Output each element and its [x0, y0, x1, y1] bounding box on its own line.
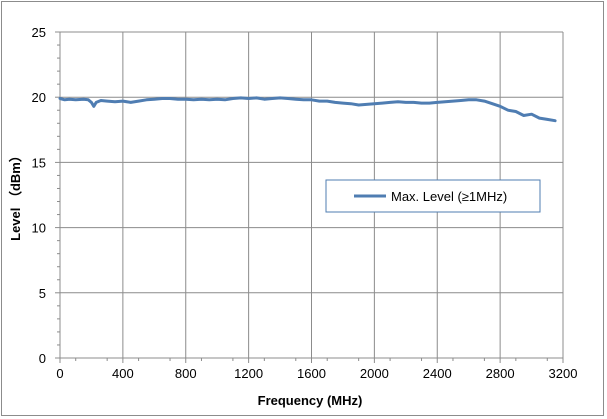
y-tick-label: 15	[32, 155, 46, 170]
axes-layer	[55, 31, 564, 363]
x-tick-label: 2000	[360, 366, 389, 381]
y-tick-label: 25	[32, 25, 46, 40]
series-line	[58, 96, 557, 123]
x-tick-label: 0	[56, 366, 63, 381]
x-tick-label: 3200	[549, 366, 578, 381]
legend: Max. Level (≥1MHz)	[325, 179, 541, 213]
x-tick-label: 1600	[297, 366, 326, 381]
x-tick-label: 2400	[423, 366, 452, 381]
y-tick-label: 10	[32, 221, 46, 236]
series-layer	[58, 96, 557, 123]
grid-layer	[60, 31, 564, 358]
x-tick-label: 400	[112, 366, 134, 381]
labels-layer: 0 400 800 1200 1600 2000 2400 2800 3200 0 5 10 15 20 2…	[32, 25, 578, 381]
x-tick-label: 2800	[486, 366, 515, 381]
x-axis-title: Frequency (MHz)	[258, 393, 363, 408]
x-tick-label: 800	[175, 366, 197, 381]
legend-label: Max. Level (≥1MHz)	[391, 189, 507, 204]
y-axis-title: Level （dBm）	[8, 149, 23, 241]
y-tick-label: 0	[39, 351, 46, 366]
y-tick-label: 5	[39, 286, 46, 301]
y-tick-label: 20	[32, 90, 46, 105]
x-tick-label: 1200	[234, 366, 263, 381]
